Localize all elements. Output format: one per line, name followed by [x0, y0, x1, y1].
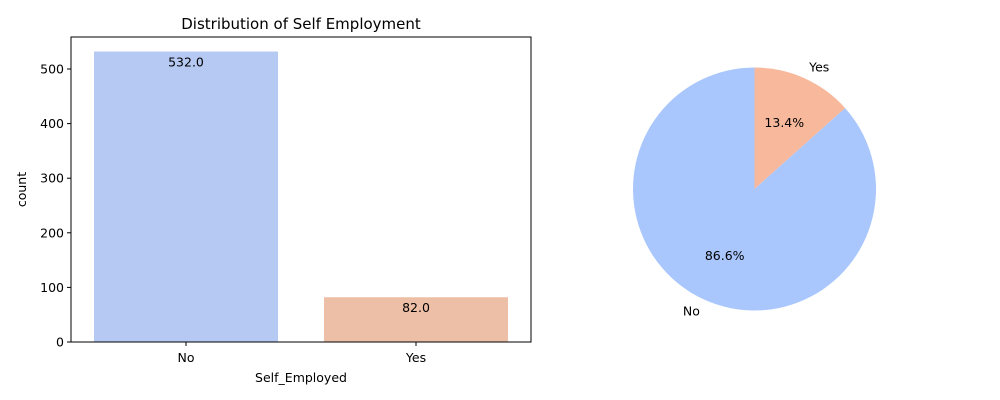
y-tick-label: 200: [40, 225, 64, 240]
x-tick-label: No: [178, 350, 195, 365]
pie-slices: [633, 67, 876, 311]
pie-percent-label: 13.4%: [764, 115, 804, 130]
bar-yes: [324, 297, 508, 342]
x-axis-label: Self_Employed: [255, 370, 347, 385]
y-axis-ticks: 0 100 200 300 400 500: [40, 61, 71, 350]
x-axis-ticks: No Yes: [178, 342, 426, 365]
y-tick-label: 100: [40, 280, 64, 295]
bar-value-label: 82.0: [402, 300, 430, 315]
axes-frame: [70, 36, 532, 343]
pie-percent-label: 86.6%: [705, 248, 745, 263]
pie-category-label: No: [683, 303, 700, 318]
y-axis-label: count: [14, 172, 29, 207]
y-tick-label: 400: [40, 116, 64, 131]
pie-category-label: Yes: [808, 60, 829, 75]
pie-chart: Yes 13.4% No 86.6%: [633, 60, 876, 319]
bar-value-label: 532.0: [168, 55, 204, 70]
y-tick-label: 0: [56, 335, 64, 350]
pie-slice-no: [633, 67, 876, 311]
y-tick-label: 500: [40, 61, 64, 76]
pie-slice-yes: [754, 67, 846, 189]
chart-title: Distribution of Self Employment: [181, 15, 421, 33]
bar-value-labels: 532.0 82.0: [168, 55, 430, 316]
pie-labels: Yes 13.4% No 86.6%: [683, 60, 829, 319]
bars: [94, 51, 508, 343]
bar-chart: Distribution of Self Employment 532.0 82.…: [14, 15, 532, 385]
bar-no: [94, 51, 278, 343]
x-tick-label: Yes: [405, 350, 426, 365]
y-tick-label: 300: [40, 171, 64, 186]
